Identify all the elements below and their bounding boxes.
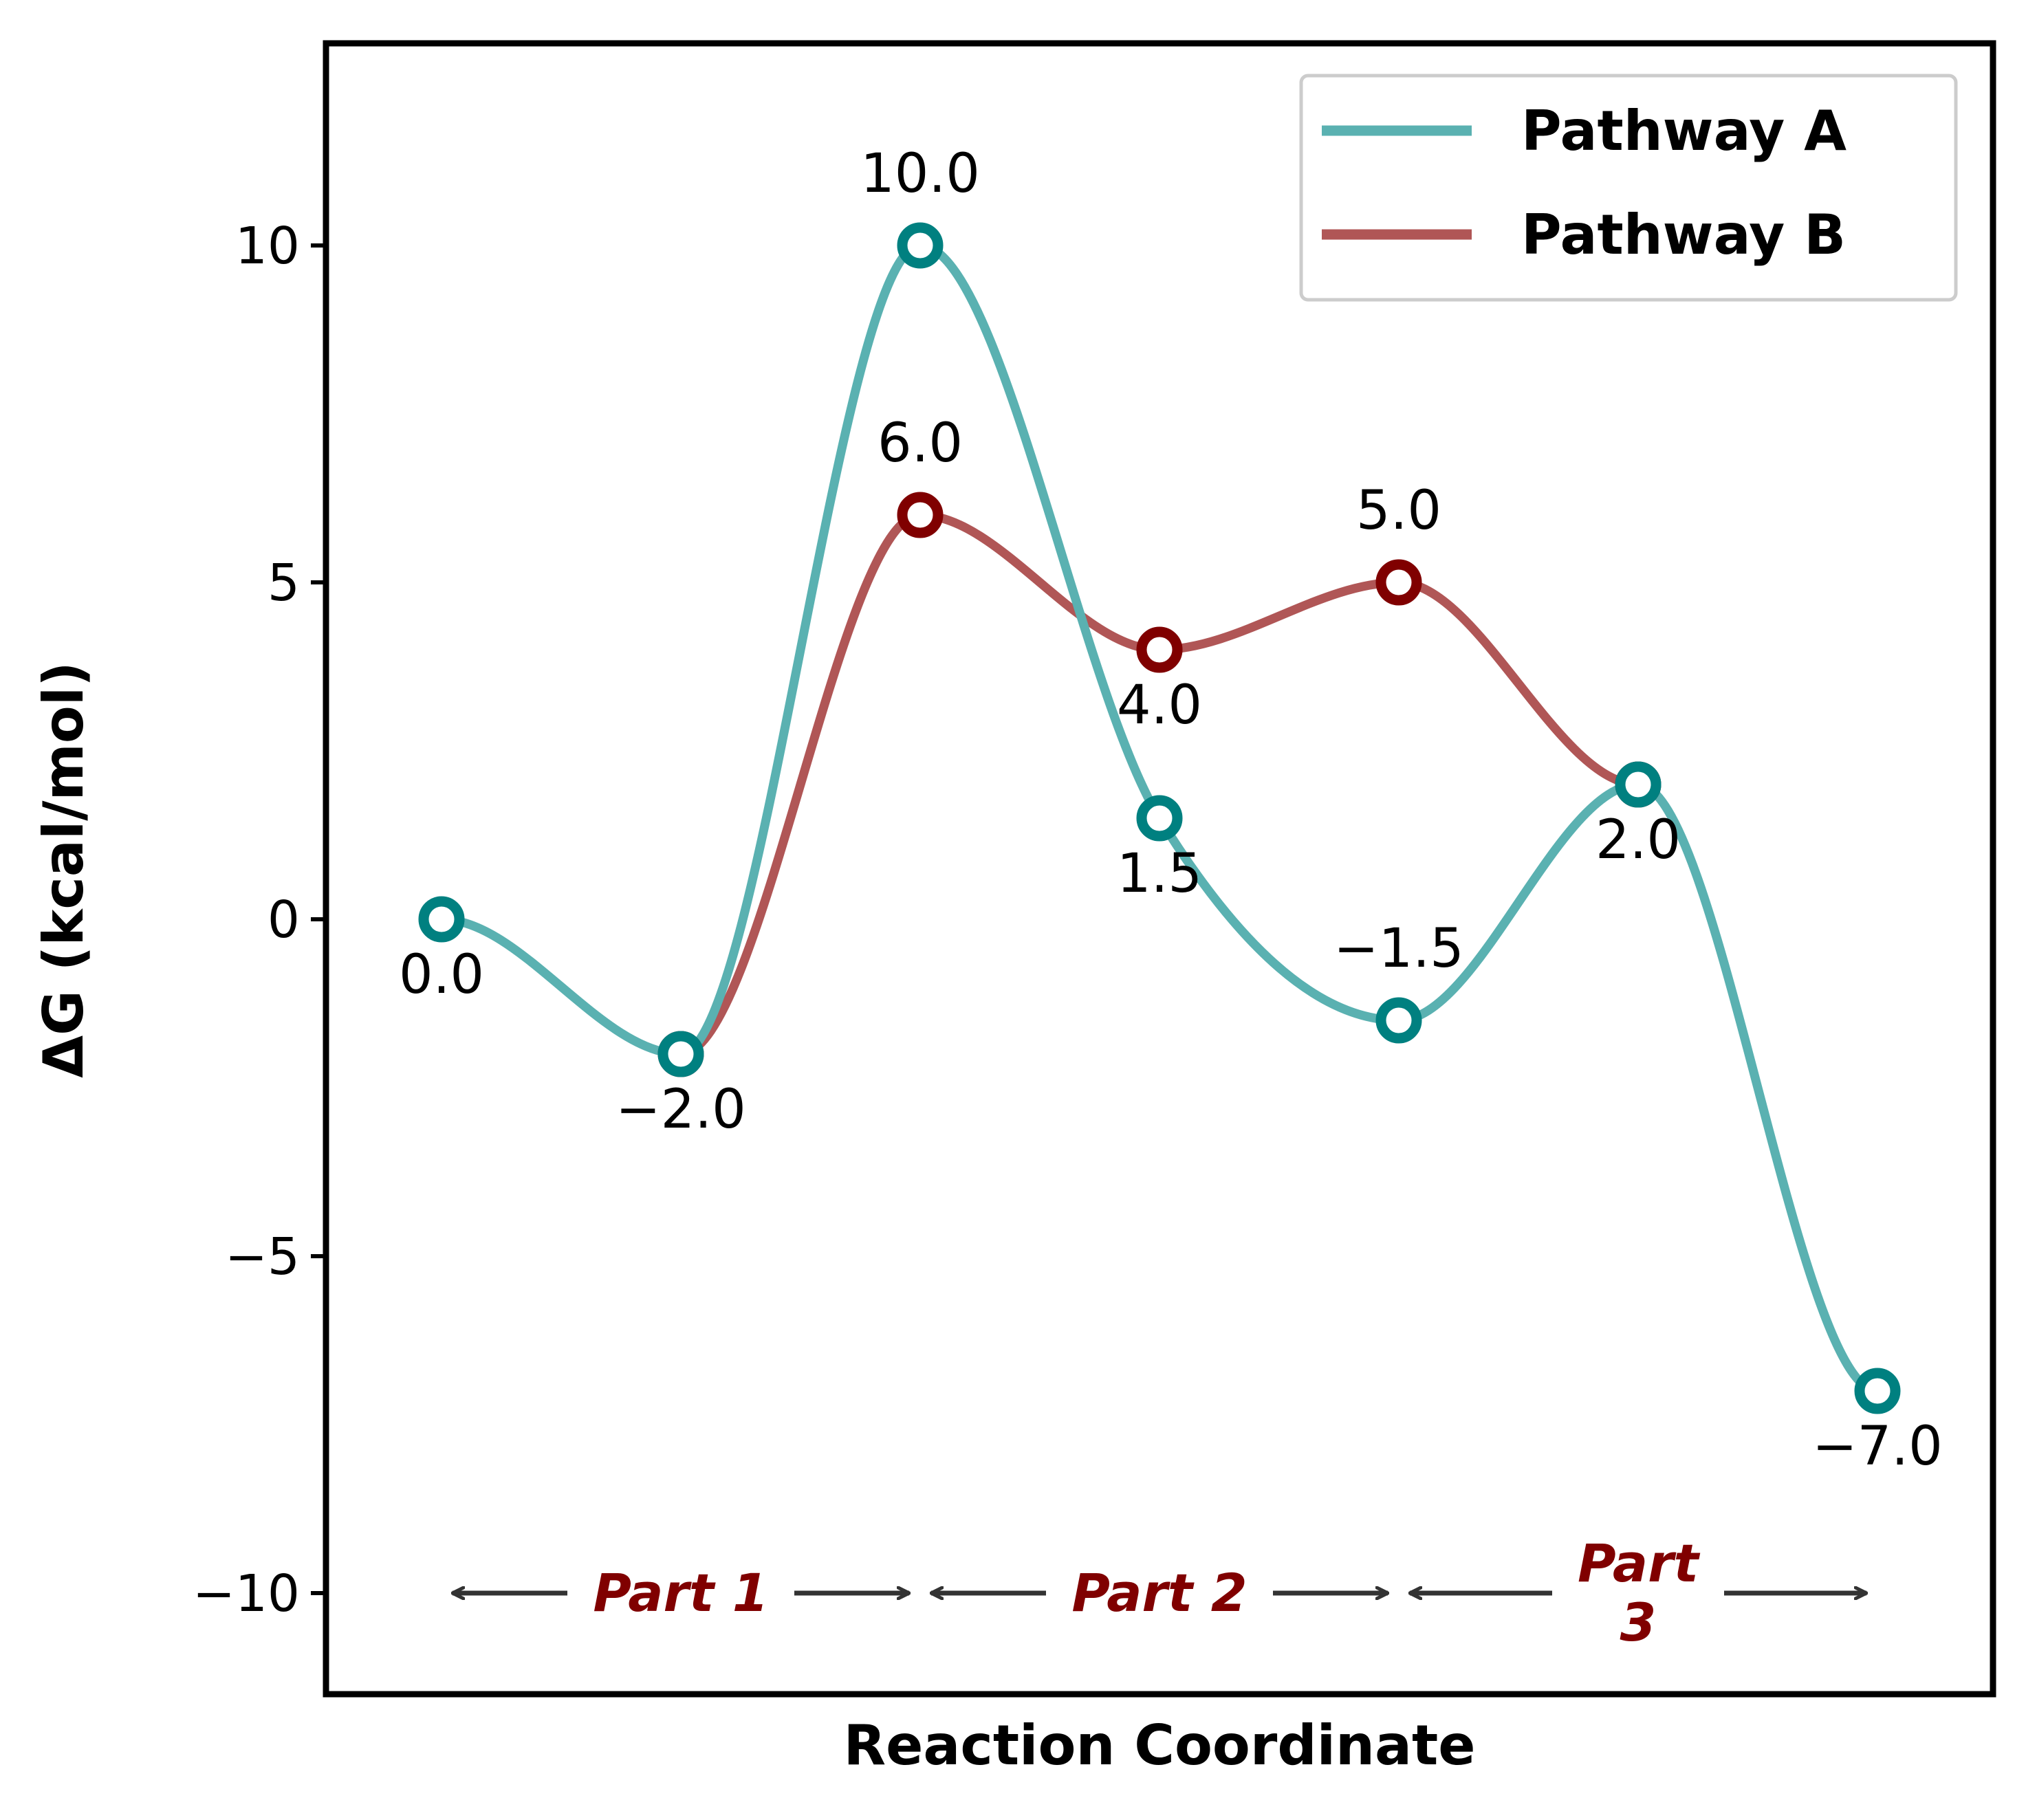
data-point-pathway-a <box>1854 1368 1901 1414</box>
data-point-pathway-a <box>1375 997 1422 1044</box>
y-tick-label: 0 <box>268 890 300 950</box>
x-axis-title: Reaction Coordinate <box>844 1713 1476 1777</box>
part-label: Part 2 <box>1071 1562 1247 1623</box>
point-value-label: −1.5 <box>1333 918 1463 980</box>
data-point-pathway-a <box>657 1031 704 1077</box>
data-point-pathway-b <box>897 492 944 538</box>
point-value-label: 2.0 <box>1595 809 1681 871</box>
legend-label-pathway-b: Pathway B <box>1521 203 1846 267</box>
y-tick-label: 10 <box>235 217 300 276</box>
part-label: Part 1 <box>593 1562 768 1623</box>
data-point-pathway-a <box>897 222 944 269</box>
part-label: Part <box>1578 1533 1701 1594</box>
point-value-label: −2.0 <box>616 1079 745 1141</box>
y-tick-label: 5 <box>268 553 300 613</box>
legend: Pathway A Pathway B <box>1299 74 1958 302</box>
point-value-label: −7.0 <box>1812 1416 1942 1478</box>
data-point-pathway-a <box>1615 761 1662 808</box>
plot-area: 10 5 0 −5 −10 0.0 −2.0 10.0 1.5 −1.5 2.0 −7.0 6.0 4.0… <box>193 40 1996 1698</box>
part-label: 3 <box>1620 1592 1657 1653</box>
data-point-pathway-b <box>1375 559 1422 606</box>
series-line-pathway-a <box>437 241 1882 1396</box>
data-point-pathway-a <box>418 896 465 943</box>
point-value-label: 5.0 <box>1356 480 1441 542</box>
point-value-label: 4.0 <box>1117 675 1202 736</box>
series-line-pathway-b <box>676 510 1643 1059</box>
y-tick-label: −5 <box>225 1227 300 1286</box>
point-value-label: 1.5 <box>1117 843 1202 905</box>
y-tick-label: −10 <box>193 1564 300 1623</box>
legend-label-pathway-a: Pathway A <box>1521 99 1847 163</box>
data-point-pathway-b <box>1136 626 1183 673</box>
data-point-pathway-a <box>1136 795 1183 842</box>
point-value-label: 10.0 <box>860 143 980 205</box>
point-value-label: 6.0 <box>878 413 963 474</box>
y-axis-title: ΔG (kcal/mol) <box>32 661 96 1078</box>
point-value-label: 0.0 <box>399 944 484 1006</box>
plot-frame <box>323 40 1996 1698</box>
